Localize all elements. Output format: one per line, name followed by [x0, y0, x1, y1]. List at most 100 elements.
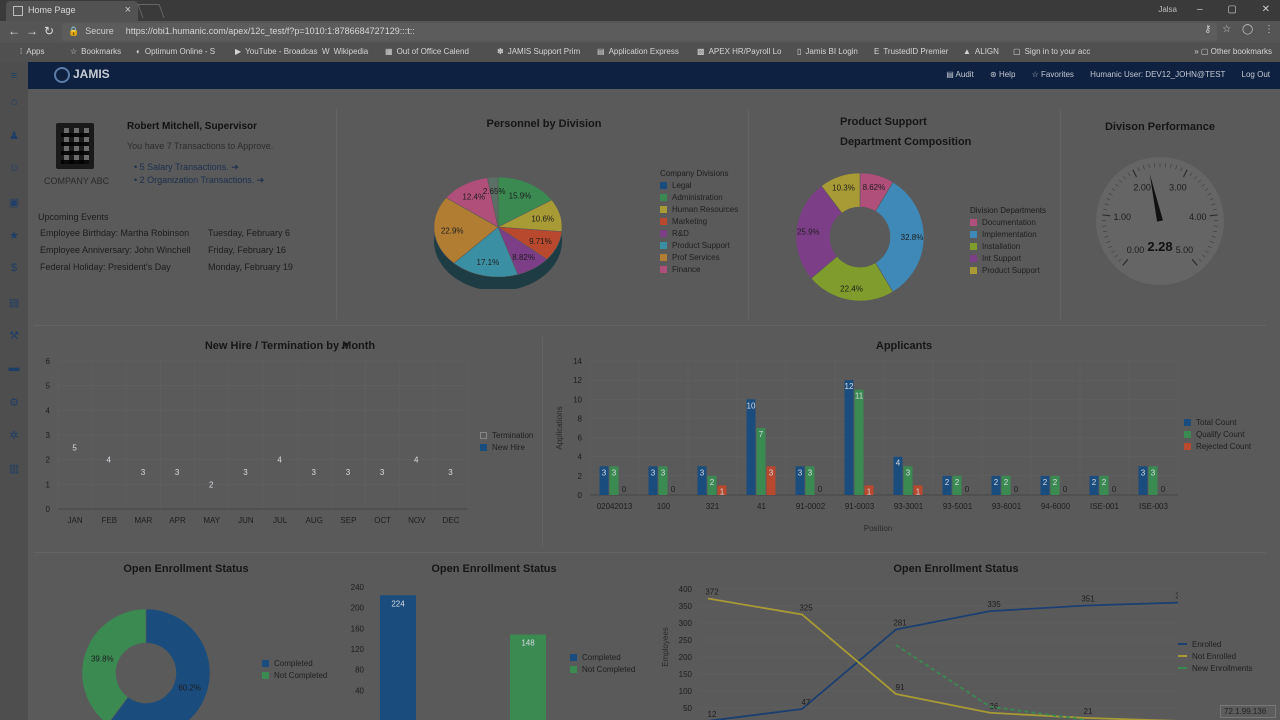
legend-item[interactable]: Product Support: [660, 241, 730, 250]
forward-icon[interactable]: →: [26, 24, 38, 38]
cog-group-icon[interactable]: ✲: [9, 430, 19, 442]
legend-item[interactable]: Enrolled: [1178, 640, 1221, 649]
divider: [1060, 109, 1061, 319]
y-tick-label: 2: [46, 456, 51, 465]
home-icon[interactable]: ⌂: [10, 96, 18, 108]
legend-label: R&D: [672, 229, 689, 238]
legend-item[interactable]: Administration: [660, 193, 723, 202]
brand-logo[interactable]: JAMIS: [54, 67, 110, 83]
bookmark-item[interactable]: E TrustedID Premier: [874, 47, 948, 56]
data-label: 11: [855, 392, 864, 401]
y-tick-label: 150: [679, 670, 693, 679]
bookmark-item[interactable]: ⁞ Apps: [20, 47, 44, 56]
settings-icon[interactable]: ⚙: [9, 397, 19, 409]
enrollment-donut-chart: 60.2% 39.8%: [81, 608, 211, 720]
mouse-cursor: ➚: [340, 340, 350, 352]
legend-item[interactable]: Not Enrolled: [1178, 652, 1236, 661]
logout-link[interactable]: Log Out: [1241, 70, 1270, 79]
legend-item[interactable]: Termination: [480, 431, 533, 440]
other-bookmarks[interactable]: » ▢ Other bookmarks: [1194, 47, 1272, 56]
secure-label: Secure: [85, 26, 114, 36]
data-label: 12.4%: [462, 193, 485, 202]
legend-item[interactable]: R&D: [660, 229, 689, 238]
bookmark-icon: ▦: [385, 47, 393, 56]
data-label: 3: [1151, 468, 1156, 477]
salary-transactions-link[interactable]: • 5 Salary Transactions. ➔: [134, 162, 239, 172]
team-icon[interactable]: ☺: [8, 162, 20, 174]
url-input[interactable]: 🔒 Secure https://obi1.humanic.com/apex/12c…: [62, 23, 1217, 41]
audit-link[interactable]: ▤ Audit: [946, 70, 974, 79]
legend-title: Division Departments: [970, 206, 1047, 215]
legend-label: Implementation: [982, 230, 1037, 239]
new-tab-button[interactable]: [137, 4, 165, 18]
bookmark-icon: ▶: [235, 47, 242, 56]
bookmark-item[interactable]: ▢ Sign in to your acc: [1013, 47, 1090, 56]
events-title: Upcoming Events: [38, 212, 109, 222]
legend-item[interactable]: Product Support: [970, 266, 1040, 275]
omnibox-icons[interactable]: ⚷ ☆ ◯ ⋮: [1204, 24, 1274, 35]
bookmark-item[interactable]: ▦ Out of Office Calend: [385, 47, 469, 56]
legend-item[interactable]: Qualify Count: [1184, 430, 1244, 439]
data-label: 32.8%: [901, 233, 924, 242]
legend-item[interactable]: Finance: [660, 265, 700, 274]
gauge-tick: [1104, 236, 1109, 238]
legend-swatch: [970, 243, 977, 250]
bookmark-item[interactable]: ▶ YouTube - Broadcas: [235, 47, 318, 56]
gauge-tick: [1189, 172, 1193, 177]
organization-transactions-link[interactable]: • 2 Organization Transactions. ➔: [134, 175, 265, 185]
star-icon[interactable]: ★: [9, 230, 19, 242]
dollar-icon[interactable]: $: [10, 262, 18, 274]
back-icon[interactable]: ←: [8, 24, 20, 38]
legend-item[interactable]: New Enrollments: [1178, 664, 1252, 673]
bookmark-item[interactable]: ◐ Optimum Online - S: [136, 47, 215, 56]
data-label: 0: [1112, 485, 1117, 494]
legend-item[interactable]: New Hire: [480, 443, 525, 452]
wrench-icon[interactable]: ⚒: [9, 330, 19, 342]
menu-icon[interactable]: ≡: [10, 70, 18, 82]
data-label: 60.2%: [178, 683, 201, 692]
database-icon[interactable]: ▤: [8, 297, 20, 309]
legend-item[interactable]: Completed: [570, 653, 621, 662]
bookmark-item[interactable]: ▩ APEX HR/Payroll Lo: [697, 47, 781, 56]
bookmark-item[interactable]: ▯ Jamis BI Login: [797, 47, 858, 56]
legend-item[interactable]: Human Resources: [660, 205, 738, 214]
x-tick-label: JAN: [68, 516, 83, 525]
legend-item[interactable]: Not Completed: [262, 671, 327, 680]
browser-tab[interactable]: Home Page ×: [6, 1, 138, 21]
performance-gauge: 0.00 1.00 2.00 3.00 4.00 5.00 2.28: [1096, 157, 1224, 285]
bookmark-item[interactable]: ▤ Application Express: [597, 47, 679, 56]
legend-item[interactable]: Implementation: [970, 230, 1037, 239]
bookmark-item[interactable]: ▲ ALIGN: [963, 47, 999, 56]
legend-item[interactable]: Rejected Count: [1184, 442, 1251, 451]
close-tab-icon[interactable]: ×: [124, 4, 131, 16]
legend-swatch: [1184, 443, 1191, 450]
reload-icon[interactable]: ↻: [44, 24, 55, 38]
window-controls[interactable]: – ▢ ✕: [1197, 4, 1270, 15]
legend-item[interactable]: Legal: [660, 181, 692, 190]
people-icon[interactable]: ♟: [9, 130, 19, 142]
legend-item[interactable]: Prof Services: [660, 253, 720, 262]
legend-label: Product Support: [672, 241, 730, 250]
legend-item[interactable]: Marketing: [660, 217, 707, 226]
legend-item[interactable]: Total Count: [1184, 418, 1236, 427]
briefcase-icon[interactable]: ▬: [8, 362, 20, 374]
legend-item[interactable]: Documentation: [970, 218, 1036, 227]
pie-slice: [81, 608, 147, 720]
bookmark-label: TrustedID Premier: [883, 47, 949, 56]
legend-swatch: [970, 267, 977, 274]
gauge-tick: [1127, 172, 1131, 177]
legend-item[interactable]: Int Support: [970, 254, 1021, 263]
bookmark-label: APEX HR/Payroll Lo: [708, 47, 782, 56]
bookmark-item[interactable]: ☆ Bookmarks: [70, 47, 121, 56]
bookmark-item[interactable]: W Wikipedia: [322, 47, 368, 56]
bar: [766, 466, 776, 495]
help-link[interactable]: ⊛ Help: [990, 70, 1016, 79]
gift-icon[interactable]: ▣: [8, 197, 20, 209]
legend-item[interactable]: Not Completed: [570, 665, 635, 674]
favorites-link[interactable]: ☆ Favorites: [1031, 70, 1074, 79]
legend-item[interactable]: Completed: [262, 659, 313, 668]
legend-item[interactable]: Installation: [970, 242, 1020, 251]
bookmark-item[interactable]: ✽ JAMIS Support Prim: [497, 47, 580, 56]
bar-chart-icon[interactable]: ▥: [8, 463, 20, 475]
x-tick-label: 91-0002: [796, 502, 826, 511]
